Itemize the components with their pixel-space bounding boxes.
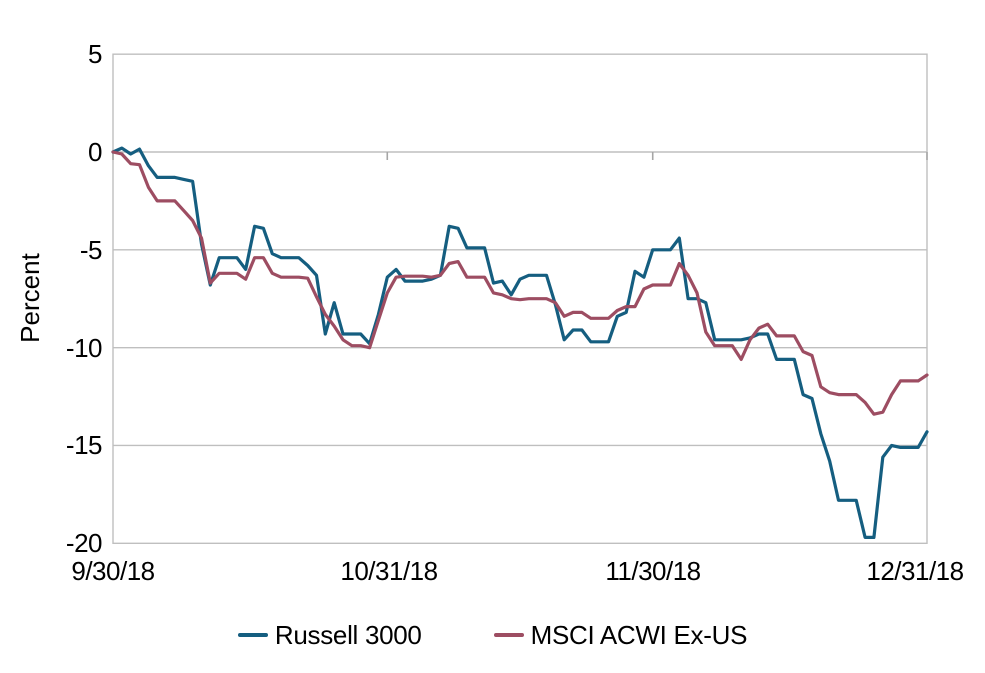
x-tick-label: 12/31/18 [866, 556, 964, 586]
series-line-msci-acwi-ex-us [111, 150, 929, 416]
y-tick-label: -15 [65, 430, 103, 460]
y-tick-label: -10 [65, 333, 103, 363]
y-tick-label: 5 [88, 39, 102, 69]
legend: Russell 3000 MSCI ACWI Ex-US [0, 620, 985, 650]
y-tick-label: 0 [88, 137, 102, 167]
plot-border [112, 53, 928, 545]
legend-label: Russell 3000 [274, 620, 422, 650]
y-tick-label: -5 [79, 235, 103, 265]
x-tick-label: 10/31/18 [340, 556, 438, 586]
series-line-russell-3000 [111, 146, 929, 540]
y-tick-label: -20 [65, 528, 103, 558]
msci-acwi-ex-us-line-swatch [493, 633, 524, 637]
legend-label: MSCI ACWI Ex-US [530, 620, 748, 650]
x-tick-label: 9/30/18 [71, 556, 155, 586]
legend-item-russell-3000: Russell 3000 [237, 620, 422, 650]
legend-item-msci-acwi-ex-us: MSCI ACWI Ex-US [493, 620, 748, 650]
russell-3000-line-swatch [237, 633, 268, 637]
x-tick-label: 11/30/18 [605, 556, 701, 586]
